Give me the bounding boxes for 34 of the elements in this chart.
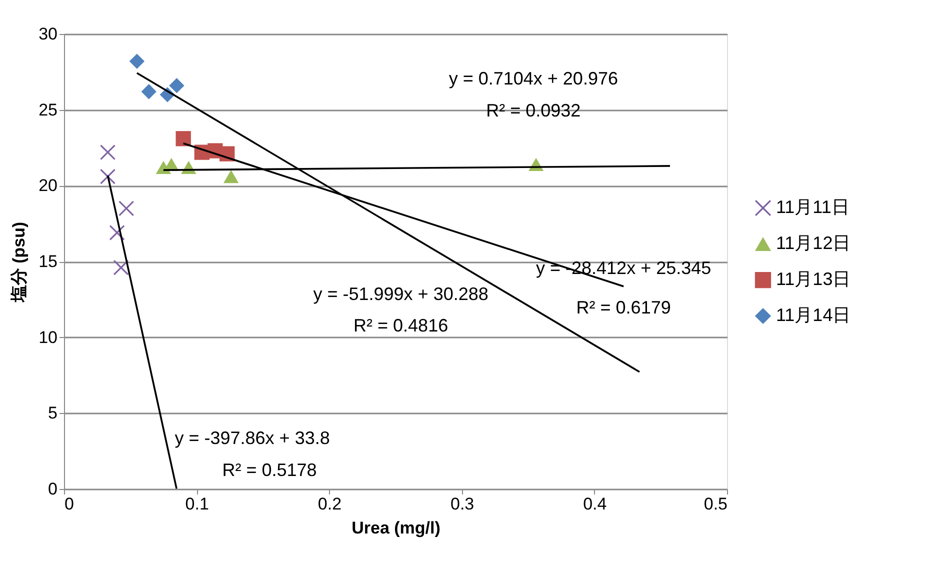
point <box>169 78 184 94</box>
legend-label: 11月11日 <box>776 197 850 217</box>
point <box>223 170 239 184</box>
x-tick-label: 0.1 <box>185 494 209 514</box>
annotation: R² = 0.5178 <box>222 460 317 480</box>
annotation: R² = 0.6179 <box>576 298 671 318</box>
x-tick-label: 0.2 <box>318 494 342 514</box>
annotation: R² = 0.0932 <box>486 100 581 120</box>
x-axis-title: Urea (mg/l) <box>352 518 440 538</box>
point <box>100 144 116 160</box>
x-tick-label: 0.4 <box>583 494 607 514</box>
point <box>129 54 145 69</box>
legend-label: 11月12日 <box>776 233 851 253</box>
annotation: R² = 0.4816 <box>354 316 448 336</box>
annotation: y = 0.7104x + 20.976 <box>448 68 618 88</box>
x-tick-label: 0 <box>64 494 74 514</box>
y-tick-label: 25 <box>38 100 58 120</box>
x-tick-label: 0.3 <box>450 494 474 514</box>
legend-label: 11月14日 <box>776 305 851 325</box>
y-tick-label: 30 <box>38 24 58 44</box>
y-tick-label: 15 <box>38 252 58 271</box>
annotation: y = -51.999x + 30.288 <box>313 284 488 304</box>
y-axis-title: 塩分 (psu) <box>10 222 29 304</box>
y-tick-label: 10 <box>38 328 58 347</box>
y-tick-label: 5 <box>48 404 58 423</box>
legend-label: 11月13日 <box>776 269 851 289</box>
point <box>176 131 191 146</box>
y-tick-label: 0 <box>48 480 58 498</box>
x-tick-label: 0.5 <box>704 494 728 514</box>
annotation: y = -397.86x + 33.8 <box>174 428 330 448</box>
y-tick-label: 20 <box>38 176 58 196</box>
point <box>113 260 129 276</box>
point <box>118 200 134 216</box>
point <box>141 84 156 100</box>
